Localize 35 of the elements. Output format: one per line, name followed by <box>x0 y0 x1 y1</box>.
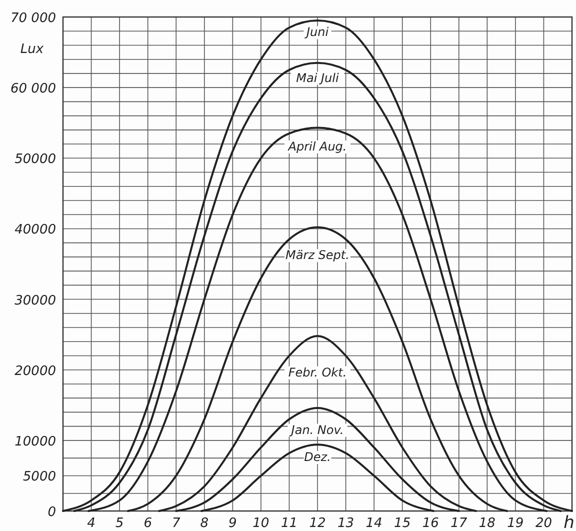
y-tick-label: 0 <box>48 505 56 520</box>
x-tick-label: 18 <box>478 516 496 531</box>
x-tick-label: 13 <box>338 516 354 531</box>
x-tick-label: 19 <box>507 516 524 531</box>
x-tick-label: 7 <box>172 516 181 531</box>
series-label: Mai Juli <box>296 70 340 85</box>
x-tick-label: 8 <box>200 516 209 531</box>
x-tick-label: 4 <box>87 516 96 531</box>
x-axis-title: h <box>564 513 574 531</box>
y-tick-label: 60 000 <box>10 82 56 97</box>
series-label: März Sept. <box>286 248 350 262</box>
x-tick-label: 14 <box>366 516 382 531</box>
y-tick-label: 20000 <box>14 364 56 379</box>
series-label: April Aug. <box>287 139 347 154</box>
y-tick-label: 70 000 <box>10 11 56 26</box>
x-tick-label: 5 <box>115 516 124 531</box>
x-tick-label: 16 <box>422 516 439 531</box>
y-tick-label: 40000 <box>14 222 56 238</box>
y-tick-label: 30000 <box>14 293 56 308</box>
x-tick-label: 20 <box>535 516 552 531</box>
x-tick-label: 15 <box>394 516 411 531</box>
x-tick-label: 10 <box>252 516 270 531</box>
series-label: Febr. Okt. <box>288 365 347 380</box>
x-tick-label: 12 <box>309 516 326 531</box>
x-tick-label: 17 <box>450 516 468 531</box>
x-tick-label: 6 <box>144 516 152 531</box>
series-label: Jan. Nov. <box>289 422 344 437</box>
series-label: Dez. <box>304 450 331 464</box>
y-tick-label: 5000 <box>22 470 56 485</box>
y-tick-label: 50000 <box>14 152 56 168</box>
x-tick-label: 11 <box>280 516 298 531</box>
y-tick-label: 10000 <box>14 434 56 450</box>
series-label: Juni <box>304 25 330 40</box>
x-tick-label: 9 <box>228 516 237 531</box>
y-axis-title: Lux <box>20 42 44 57</box>
